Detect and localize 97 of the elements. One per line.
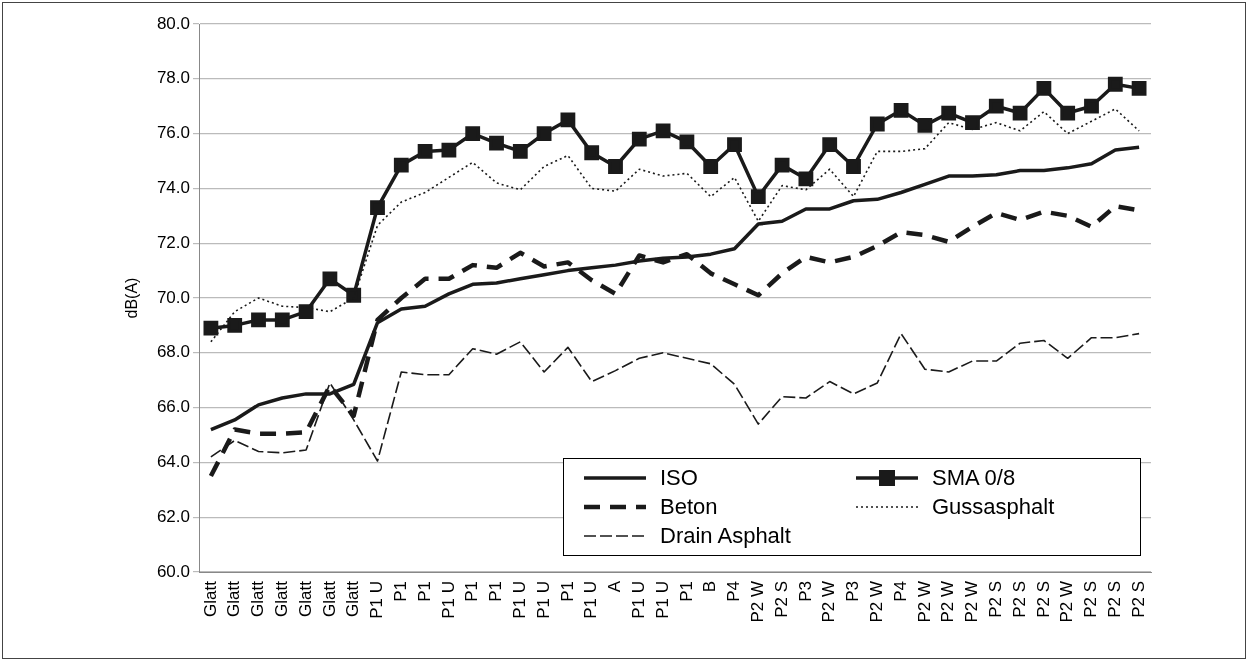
legend-label: SMA 0/8: [932, 464, 1016, 491]
point: [298, 304, 314, 320]
point: [703, 159, 719, 174]
point: [417, 144, 433, 159]
y-tick-label: 80.0: [156, 13, 190, 33]
legend-label: ISO: [660, 464, 698, 491]
x-tick-label: P2 W: [866, 581, 886, 623]
x-tick-label: P1 U: [628, 581, 648, 619]
x-tick-label: P1 U: [581, 581, 601, 619]
x-tick-label: P2 S: [985, 581, 1005, 618]
x-tick-label: P1: [676, 581, 696, 602]
point: [798, 171, 814, 187]
x-tick-label: P2 W: [938, 581, 958, 623]
point: [750, 189, 766, 205]
point: [727, 137, 742, 152]
x-tick-label: A: [605, 580, 625, 593]
point: [489, 135, 504, 151]
x-tick-label: P1: [486, 581, 506, 602]
point: [869, 116, 885, 132]
x-tick-label: B: [700, 581, 720, 593]
x-tick-label: P2 W: [962, 581, 982, 623]
x-tick-label: P1: [414, 581, 434, 602]
x-tick-label: P2 S: [1009, 581, 1029, 618]
x-tick-label: Glatt: [271, 580, 291, 617]
point: [965, 115, 980, 131]
x-tick-label: P2 S: [1033, 581, 1053, 618]
y-tick-label: 78.0: [156, 68, 190, 88]
point: [893, 102, 909, 118]
y-tick-label: 66.0: [156, 397, 190, 417]
point: [512, 144, 528, 159]
point: [370, 200, 385, 215]
point: [846, 159, 861, 174]
point: [1036, 80, 1052, 96]
x-tick-label: Glatt: [248, 580, 268, 617]
legend-label: Gussasphalt: [932, 493, 1055, 520]
x-tick-label: P1: [462, 581, 482, 602]
point: [465, 126, 481, 142]
y-tick-label: 60.0: [156, 561, 190, 581]
point: [941, 105, 957, 121]
y-tick-label: 70.0: [156, 287, 190, 307]
x-tick-label: P1 U: [533, 581, 553, 619]
point: [1060, 105, 1076, 121]
point: [608, 159, 623, 174]
x-tick-label: P2 W: [1057, 581, 1077, 623]
point: [917, 117, 933, 133]
x-tick-label: P2 W: [819, 581, 839, 623]
point: [988, 98, 1004, 114]
point: [251, 312, 266, 328]
x-tick-label: Glatt: [295, 580, 315, 617]
x-tick-label: P1 U: [652, 581, 672, 619]
x-tick-label: P2 S: [1128, 581, 1148, 618]
legend-label: Drain Asphalt: [660, 523, 791, 550]
point: [679, 134, 695, 150]
x-tick-label: Glatt: [319, 580, 339, 617]
point: [346, 287, 362, 303]
x-tick-label: P2 W: [914, 581, 934, 623]
x-tick-label: P1 U: [509, 581, 529, 619]
y-tick-label: 74.0: [156, 178, 190, 198]
x-tick-label: Glatt: [343, 580, 363, 617]
point: [1084, 98, 1099, 114]
point: [441, 142, 457, 158]
x-tick-label: P2 S: [771, 581, 791, 618]
x-tick-label: P4: [724, 581, 744, 602]
y-tick-label: 68.0: [156, 342, 190, 362]
point: [774, 157, 790, 173]
point: [227, 317, 243, 333]
point: [393, 157, 409, 173]
point: [1012, 105, 1028, 121]
point: [1131, 80, 1147, 96]
y-axis-title: dB(A): [123, 277, 141, 319]
x-tick-label: P1: [557, 581, 577, 602]
point: [203, 320, 219, 336]
point: [1107, 76, 1123, 92]
y-tick-label: 62.0: [156, 506, 190, 526]
legend-label: Beton: [660, 493, 718, 520]
y-tick-label: 72.0: [156, 232, 190, 252]
point: [822, 137, 838, 152]
point: [536, 126, 552, 142]
y-tick-label: 64.0: [156, 452, 190, 472]
point: [322, 271, 338, 287]
point: [560, 112, 576, 128]
x-tick-label: P2 S: [1104, 581, 1124, 618]
x-tick-label: P2 W: [747, 581, 767, 623]
x-tick-label: P3: [795, 581, 815, 602]
point: [655, 123, 671, 139]
x-tick-label: P1 U: [438, 581, 458, 619]
x-tick-label: Glatt: [224, 580, 244, 617]
point: [631, 131, 647, 147]
point: [584, 145, 600, 161]
x-tick-label: P4: [890, 581, 910, 602]
y-tick-label: 76.0: [156, 123, 190, 143]
x-tick-label: P1 U: [367, 581, 387, 619]
x-tick-label: P2 S: [1081, 581, 1101, 618]
x-tick-label: P3: [843, 581, 863, 602]
point: [274, 312, 290, 328]
x-tick-label: Glatt: [200, 580, 220, 617]
x-tick-label: P1: [390, 581, 410, 602]
